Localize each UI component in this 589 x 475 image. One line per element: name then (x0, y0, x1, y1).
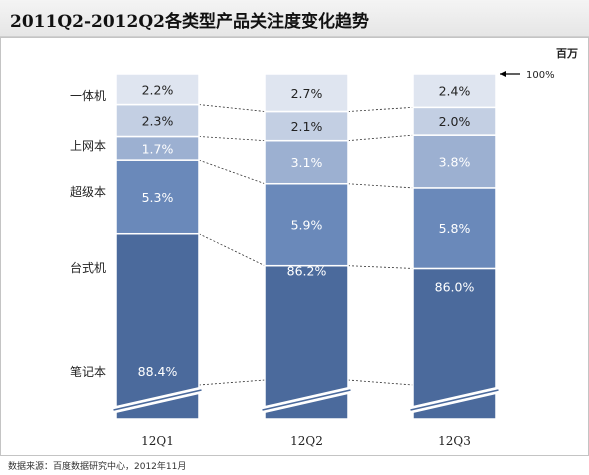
segment-value-label: 2.0% (439, 114, 471, 129)
bar-segment (115, 73, 200, 106)
bar-segment (264, 110, 349, 142)
axis-break-mark (112, 386, 203, 414)
category-label: 12Q1 (141, 434, 174, 448)
series-labels: 笔记本 台式机 超级本 上网本 一体机 (70, 89, 106, 379)
segment-value-label: 86.0% (435, 279, 475, 294)
category-labels: 12Q1 12Q2 12Q3 (141, 434, 471, 448)
bar-segment (115, 232, 200, 420)
connector-line (347, 106, 414, 112)
connector-line (198, 104, 266, 112)
reference-arrow-head (500, 71, 506, 77)
bar-segment (412, 134, 497, 189)
segment-value-label: 2.4% (439, 84, 471, 99)
axis-break-mark (261, 386, 352, 414)
segment-value-label: 2.7% (291, 86, 323, 101)
bar-segment (264, 73, 349, 113)
footnote: 数据来源：百度数据研究中心，2012年11月 (8, 462, 187, 472)
segment-value-label: 3.1% (291, 155, 323, 170)
series-label: 一体机 (70, 89, 106, 103)
segment-value-label: 5.3% (142, 190, 174, 205)
segment-value-label: 5.9% (291, 218, 323, 233)
segment-value-label: 88.4% (138, 364, 178, 379)
chart-title: 2011Q2-2012Q2各类型产品关注度变化趋势 (10, 12, 369, 32)
bar-segment (264, 182, 349, 267)
connector-line (198, 159, 266, 185)
series-label: 台式机 (70, 260, 106, 275)
series-label: 笔记本 (70, 364, 106, 379)
segment-value-label: 86.2% (287, 264, 327, 279)
segment-value-label: 1.7% (142, 141, 174, 156)
segment-value-label: 3.8% (439, 155, 471, 170)
segment-value-label: 2.3% (142, 114, 174, 129)
segment-value-label: 2.2% (142, 82, 174, 97)
axis-breaks (112, 386, 500, 414)
segment-value-label: 5.8% (439, 221, 471, 236)
connector-line (198, 379, 266, 386)
segment-value-label: 2.1% (291, 119, 323, 134)
bar-segment (412, 73, 497, 109)
connector-line (347, 265, 414, 269)
series-label: 超级本 (70, 184, 106, 199)
axis-break-mark (409, 386, 500, 414)
category-label: 12Q2 (290, 434, 323, 448)
connector-line (347, 379, 414, 386)
reference-label: 100% (526, 70, 555, 81)
bars (115, 73, 497, 420)
reference-marker: 100% (500, 70, 555, 81)
bar-segment (412, 106, 497, 136)
connector-line (347, 134, 414, 142)
connector-line (347, 183, 414, 189)
connector-line (198, 233, 266, 267)
segment-labels: 88.4% 5.3% 1.7% 2.3% 2.2% 86.2% 5.9% 3.1% 2.1% 2.… (138, 82, 475, 379)
category-label: 12Q3 (438, 434, 471, 448)
bar-segment (115, 159, 200, 235)
connector-lines (198, 104, 414, 386)
title-bar: 2011Q2-2012Q2各类型产品关注度变化趋势 (0, 0, 589, 37)
series-label: 上网本 (70, 139, 106, 153)
unit-label: 百万 (556, 47, 578, 60)
connector-line (198, 136, 266, 142)
